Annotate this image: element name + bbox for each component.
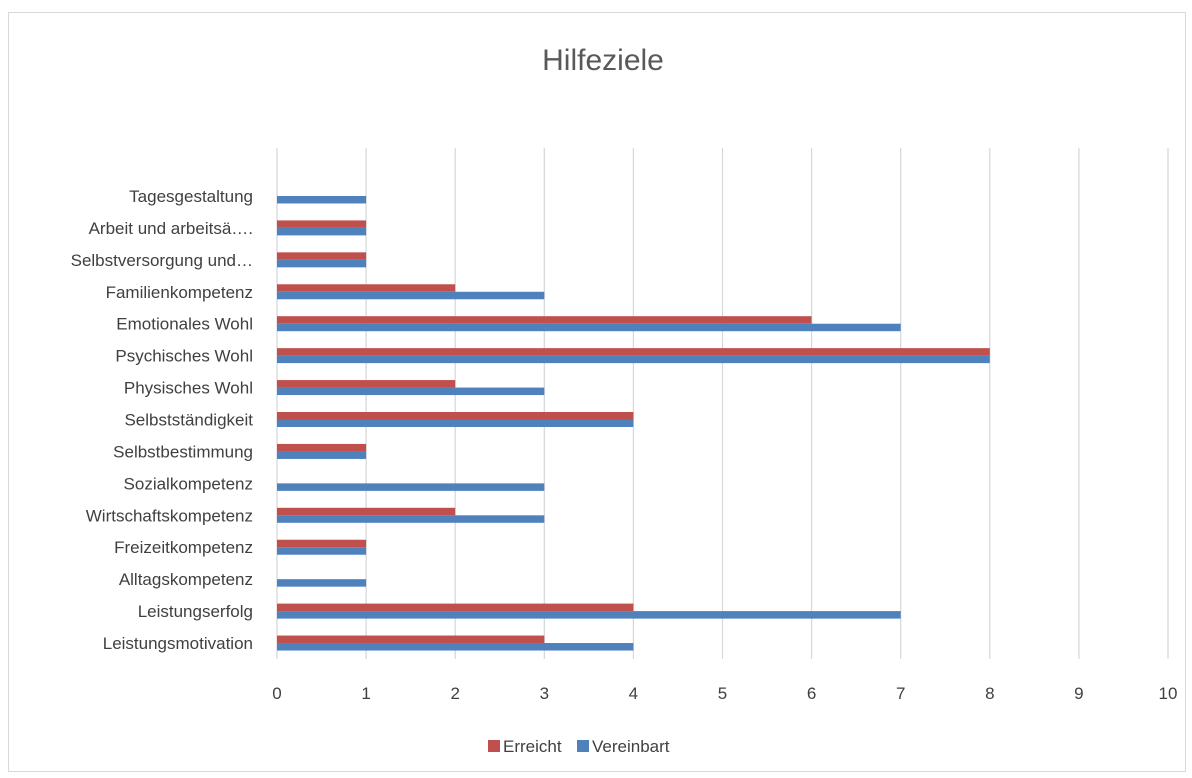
legend: Erreicht Vereinbart: [488, 737, 670, 756]
bar-erreicht: [277, 412, 634, 420]
category-label: Selbstbestimmung: [113, 442, 253, 461]
bar-erreicht: [277, 443, 367, 452]
category-label: Leistungsmotivation: [103, 634, 253, 653]
category-label: Selbstversorgung und…: [71, 251, 253, 270]
bar-erreicht: [277, 348, 990, 356]
bar-vereinbart: [277, 323, 901, 332]
category-label: Leistungserfolg: [138, 602, 253, 621]
gridlines: [276, 148, 1169, 659]
x-axis-ticks: 0 1 2 3 4 5 6 7 8 9 10: [272, 684, 1177, 703]
category-label: Freizeitkompetenz: [114, 538, 253, 557]
bar-erreicht: [277, 380, 456, 388]
bar-erreicht: [277, 220, 367, 228]
bar-vereinbart: [277, 387, 545, 396]
category-labels: Leistungsmotivation Leistungserfolg Alltag…: [71, 187, 254, 653]
bar-erreicht: [277, 284, 456, 292]
x-tick-label: 7: [896, 684, 905, 703]
x-tick-label: 8: [985, 684, 994, 703]
category-label: Familienkompetenz: [106, 283, 253, 302]
x-tick-label: 10: [1159, 684, 1178, 703]
category-label: Tagesgestaltung: [129, 187, 253, 206]
bar-vereinbart: [277, 195, 367, 204]
x-tick-label: 1: [361, 684, 370, 703]
bar-vereinbart: [277, 483, 545, 491]
legend-swatch: [488, 740, 500, 752]
bar-vereinbart: [277, 419, 634, 427]
category-label: Psychisches Wohl: [115, 347, 253, 366]
bar-vereinbart: [277, 611, 901, 619]
bar-vereinbart: [277, 451, 367, 459]
bar-erreicht: [277, 603, 634, 612]
bar-vereinbart: [277, 227, 367, 236]
category-label: Sozialkompetenz: [124, 474, 253, 493]
bar-vereinbart: [277, 291, 545, 300]
category-label: Physisches Wohl: [124, 379, 253, 398]
x-tick-label: 4: [629, 684, 638, 703]
category-label: Emotionales Wohl: [116, 315, 253, 334]
legend-label: Erreicht: [503, 737, 562, 756]
bar-erreicht: [277, 635, 545, 644]
category-label: Alltagskompetenz: [119, 570, 253, 589]
category-label: Selbstständigkeit: [124, 411, 253, 430]
bar-erreicht: [277, 507, 456, 516]
chart-title: Hilfeziele: [542, 44, 664, 77]
legend-label: Vereinbart: [592, 737, 670, 756]
x-tick-label: 0: [272, 684, 281, 703]
bar-erreicht: [277, 252, 367, 260]
bar-erreicht: [277, 316, 812, 324]
bar-vereinbart: [277, 355, 990, 364]
category-label: Wirtschaftskompetenz: [86, 506, 253, 525]
x-tick-label: 9: [1074, 684, 1083, 703]
bars: [277, 195, 990, 651]
x-tick-label: 5: [718, 684, 727, 703]
bar-vereinbart: [277, 515, 545, 523]
bar-vereinbart: [277, 259, 367, 268]
legend-swatch: [577, 740, 589, 752]
x-tick-label: 3: [540, 684, 549, 703]
x-tick-label: 2: [450, 684, 459, 703]
bar-erreicht: [277, 539, 367, 548]
x-tick-label: 6: [807, 684, 816, 703]
bar-vereinbart: [277, 579, 367, 587]
bar-vereinbart: [277, 547, 367, 555]
category-label: Arbeit und arbeitsä….: [89, 219, 253, 238]
bar-vereinbart: [277, 643, 634, 651]
